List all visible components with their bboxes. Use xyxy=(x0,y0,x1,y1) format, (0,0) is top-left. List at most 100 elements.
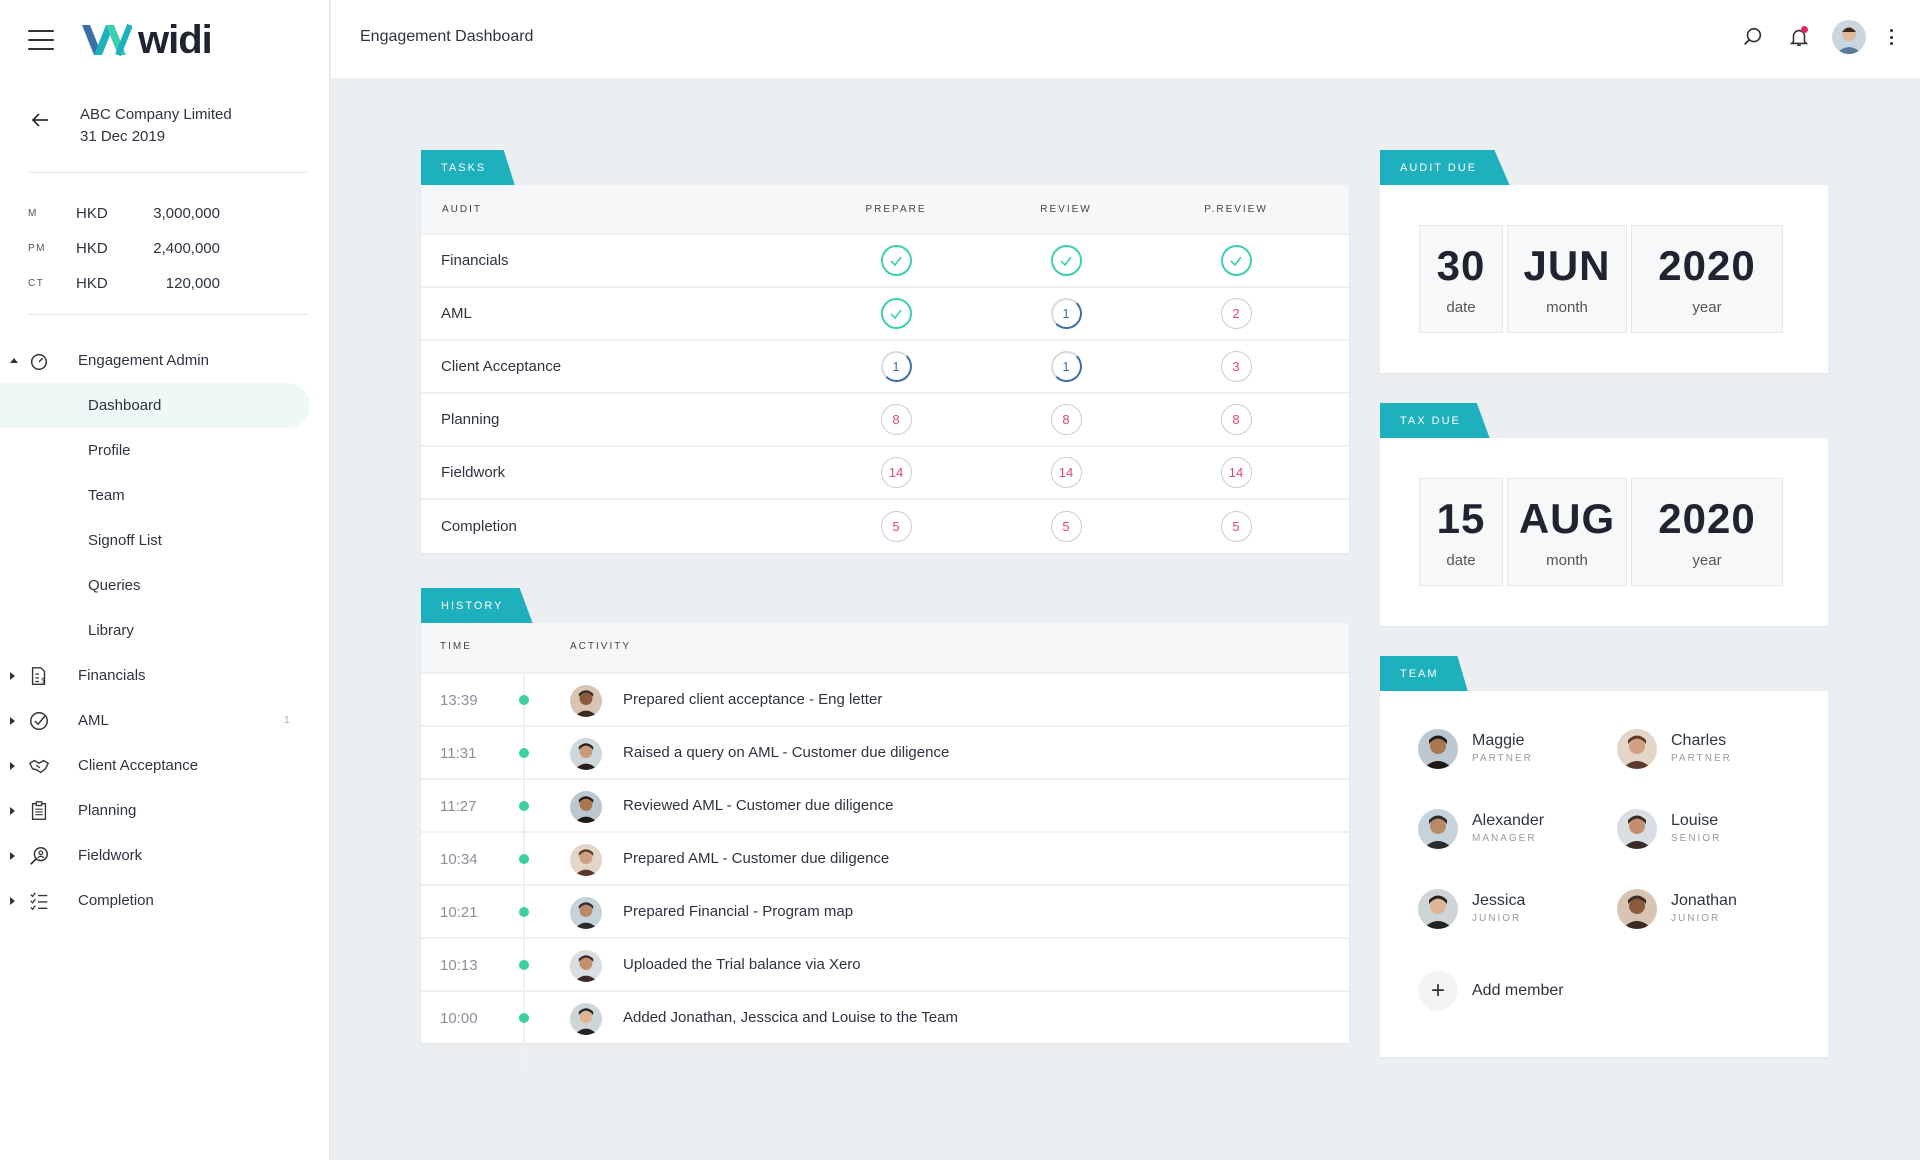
table-row[interactable]: AML 1 2 xyxy=(421,287,1349,340)
add-member-label: Add member xyxy=(1472,982,1564,999)
column-header-preview: P.REVIEW xyxy=(1204,203,1268,215)
pending-count-badge[interactable]: 5 xyxy=(1220,510,1252,542)
sidebar-item-team[interactable]: Team xyxy=(0,473,330,518)
team-member[interactable]: Alexander MANAGER xyxy=(1418,809,1544,849)
sidebar-item-completion[interactable]: Completion xyxy=(0,878,330,923)
team-member[interactable]: Jonathan JUNIOR xyxy=(1617,889,1737,929)
sidebar-item-queries[interactable]: Queries xyxy=(0,563,330,608)
logo[interactable]: widi xyxy=(80,20,213,60)
list-item[interactable]: 10:13 Uploaded the Trial balance via Xero xyxy=(421,937,1349,990)
avatar xyxy=(570,738,602,770)
table-row[interactable]: Completion 5 5 5 xyxy=(421,499,1349,552)
check-done-icon[interactable] xyxy=(1220,245,1252,276)
pending-count-badge[interactable]: 8 xyxy=(1050,404,1082,435)
list-item[interactable]: 11:27 Reviewed AML - Customer due diligen… xyxy=(421,778,1349,831)
progress-count-badge[interactable]: 1 xyxy=(1050,298,1082,329)
pending-count-badge[interactable]: 14 xyxy=(1220,457,1252,488)
check-done-icon[interactable] xyxy=(880,245,912,276)
status-cell-prepare: 14 xyxy=(811,446,981,499)
sidebar-item-label: Planning xyxy=(78,802,137,819)
company-name: ABC Company Limited xyxy=(80,106,232,123)
avatar xyxy=(570,950,602,982)
list-item[interactable]: 10:00 Added Jonathan, Jesscica and Louise… xyxy=(421,990,1349,1043)
table-row[interactable]: Client Acceptance 1 1 3 xyxy=(421,340,1349,393)
sidebar-item-planning[interactable]: Planning xyxy=(0,788,330,833)
task-name: Completion xyxy=(441,517,517,535)
sidebar-item-profile[interactable]: Profile xyxy=(0,428,330,473)
avatar xyxy=(1418,809,1458,849)
sidebar-item-aml[interactable]: AML 1 xyxy=(0,698,330,743)
sidebar-item-engagement-admin[interactable]: Engagement Admin xyxy=(0,338,330,383)
search-icon[interactable] xyxy=(1742,26,1764,48)
due-date-value: 15 xyxy=(1436,494,1486,542)
user-avatar[interactable] xyxy=(1832,20,1866,54)
sidebar-item-signoff-list[interactable]: Signoff List xyxy=(0,518,330,563)
list-item[interactable]: 13:39 Prepared client acceptance - Eng le… xyxy=(421,672,1349,725)
more-menu-icon[interactable] xyxy=(1890,29,1894,45)
due-month-caption: month xyxy=(1546,298,1588,316)
caret-right-icon xyxy=(10,761,15,770)
progress-count-badge[interactable]: 1 xyxy=(880,351,912,382)
team-member[interactable]: Louise SENIOR xyxy=(1617,809,1721,849)
team-member[interactable]: Jessica JUNIOR xyxy=(1418,889,1525,929)
sidebar-item-label: Fieldwork xyxy=(78,847,143,864)
list-item[interactable]: 10:34 Prepared AML - Customer due diligen… xyxy=(421,831,1349,884)
tax-due-month: AUG month xyxy=(1507,478,1627,586)
member-name: Jonathan xyxy=(1671,892,1737,909)
history-time: 10:13 xyxy=(440,957,478,974)
sidebar-item-label: Profile xyxy=(88,442,131,459)
table-row[interactable]: Planning 8 8 8 xyxy=(421,393,1349,446)
team-member[interactable]: Charles PARTNER xyxy=(1617,729,1732,769)
due-date-caption: date xyxy=(1446,551,1476,569)
amount-code: M xyxy=(28,208,38,219)
pending-count-badge[interactable]: 14 xyxy=(880,457,912,488)
sidebar-nav: Engagement Admin Dashboard Profile Team … xyxy=(0,338,330,923)
table-row[interactable]: Financials xyxy=(421,234,1349,287)
member-name: Alexander xyxy=(1472,812,1545,829)
sidebar-item-label: Team xyxy=(88,487,125,504)
sidebar-item-library[interactable]: Library xyxy=(0,608,330,653)
audit-due-year: 2020 year xyxy=(1631,225,1783,333)
back-arrow-icon[interactable] xyxy=(28,108,52,132)
pending-count-badge[interactable]: 5 xyxy=(880,510,912,542)
caret-right-icon xyxy=(10,806,15,815)
add-member-button[interactable]: + Add member xyxy=(1418,971,1564,1011)
sidebar-item-financials[interactable]: $ Financials xyxy=(0,653,330,698)
status-cell-prepare: 1 xyxy=(811,340,981,393)
pending-count-badge[interactable]: 5 xyxy=(1050,510,1082,542)
tasks-card: AUDIT PREPARE REVIEW P.REVIEW Financials… xyxy=(421,185,1349,553)
avatar xyxy=(1617,809,1657,849)
team-member[interactable]: Maggie PARTNER xyxy=(1418,729,1533,769)
member-name: Jessica xyxy=(1472,892,1526,909)
history-tab: HISTORY xyxy=(421,588,533,624)
pending-count-badge[interactable]: 8 xyxy=(1220,404,1252,435)
list-item[interactable]: 10:21 Prepared Financial - Program map xyxy=(421,884,1349,937)
sidebar-item-label: Dashboard xyxy=(88,397,162,414)
caret-right-icon xyxy=(10,896,15,905)
column-header-activity: ACTIVITY xyxy=(570,641,632,652)
avatar xyxy=(570,844,602,876)
avatar xyxy=(570,791,602,823)
sidebar-item-fieldwork[interactable]: Fieldwork xyxy=(0,833,330,878)
divider xyxy=(28,314,308,315)
sidebar-item-dashboard[interactable]: Dashboard xyxy=(0,383,310,428)
pending-count-badge[interactable]: 3 xyxy=(1220,351,1252,382)
check-done-icon[interactable] xyxy=(1050,245,1082,276)
progress-count-badge[interactable]: 1 xyxy=(1050,351,1082,382)
pending-count-badge[interactable]: 14 xyxy=(1050,457,1082,488)
pending-count-badge[interactable]: 8 xyxy=(880,404,912,435)
due-year-caption: year xyxy=(1692,551,1722,569)
sidebar-item-label: Completion xyxy=(78,892,154,909)
amount-code: CT xyxy=(28,278,45,289)
sidebar-item-client-acceptance[interactable]: Client Acceptance xyxy=(0,743,330,788)
avatar xyxy=(1418,729,1458,769)
check-done-icon[interactable] xyxy=(880,298,912,329)
notifications-button[interactable] xyxy=(1788,26,1810,48)
list-item[interactable]: 11:31 Raised a query on AML - Customer du… xyxy=(421,725,1349,778)
menu-icon[interactable] xyxy=(28,30,54,50)
due-year-value: 2020 xyxy=(1658,241,1756,289)
column-header-time: TIME xyxy=(440,641,472,652)
pending-count-badge[interactable]: 2 xyxy=(1220,298,1252,329)
tax-due-year: 2020 year xyxy=(1631,478,1783,586)
table-row[interactable]: Fieldwork 14 14 14 xyxy=(421,446,1349,499)
